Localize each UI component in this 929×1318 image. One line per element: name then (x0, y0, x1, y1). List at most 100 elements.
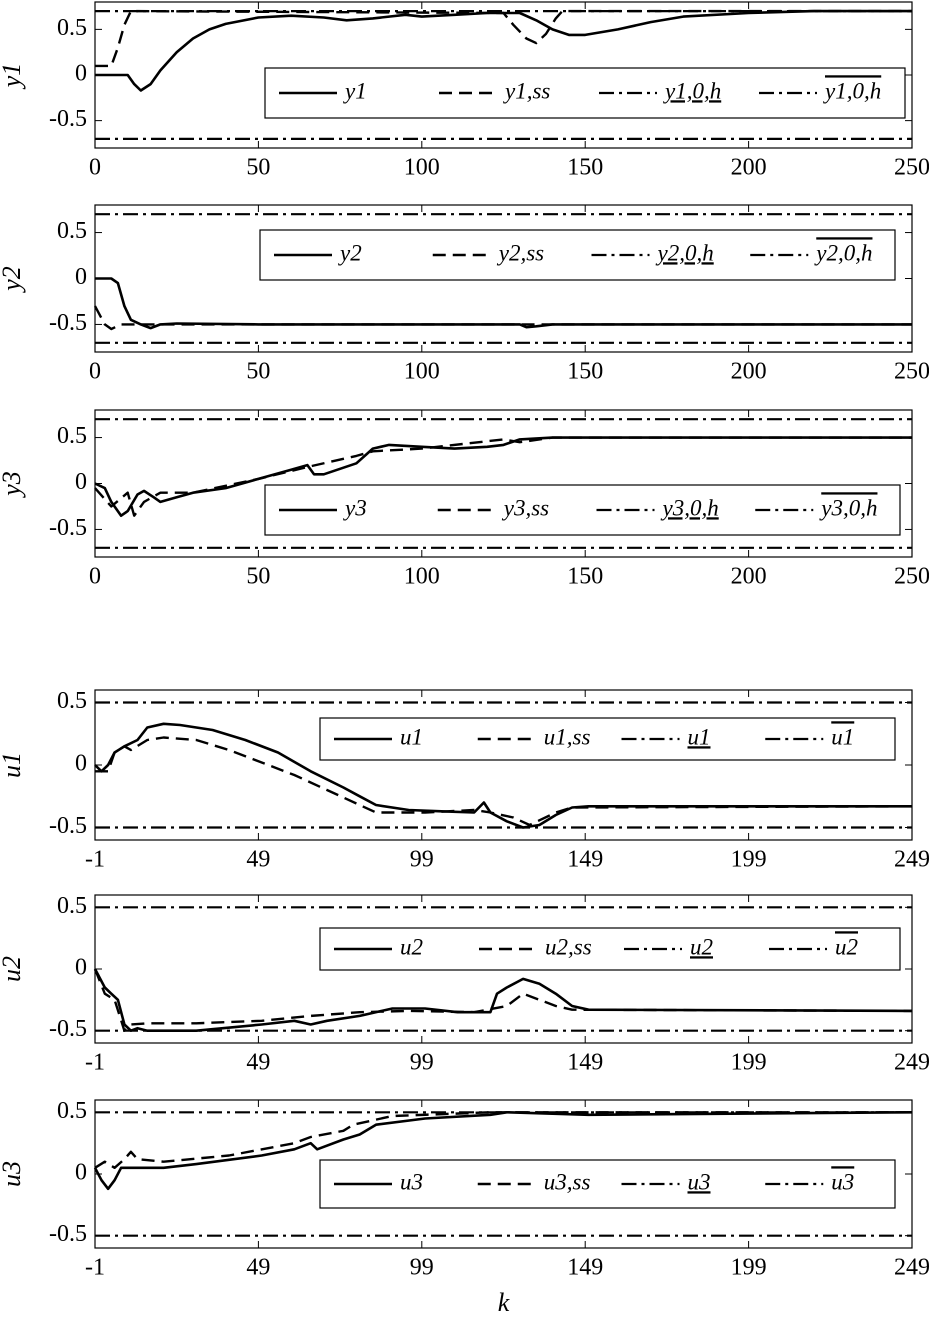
y-axis-label: u2 (0, 956, 26, 982)
legend-label: y3 (343, 495, 367, 520)
x-tick-label: 149 (567, 847, 603, 873)
plot-frame (94, 689, 913, 841)
x-tick-label: -1 (85, 1255, 105, 1281)
series-line (94, 1111, 912, 1169)
x-tick-label: 100 (404, 359, 440, 385)
legend-label: y2 (338, 240, 362, 265)
legend-label: y1,0,h (823, 78, 881, 103)
y-tick-label: -0.5 (49, 106, 87, 132)
legend-label: u1,ss (544, 724, 591, 749)
legend-label: u2 (690, 934, 713, 959)
y-tick-label: -0.5 (49, 813, 87, 839)
legend-label: y2,0,h (814, 240, 872, 265)
x-tick-label: 49 (246, 1050, 270, 1076)
x-tick-label: 250 (894, 564, 929, 590)
x-tick-label: 199 (731, 847, 767, 873)
legend-label: u3 (400, 1169, 423, 1194)
y-tick-label: 0.5 (57, 15, 87, 41)
x-tick-label: 150 (567, 564, 603, 590)
legend-label: y2,0,h (656, 240, 714, 265)
legend-label: u1 (831, 724, 854, 749)
legend-label: u2,ss (545, 934, 592, 959)
y-tick-label: 0 (75, 1160, 87, 1186)
y-tick-label: 0.5 (57, 893, 87, 919)
y-tick-label: 0 (75, 264, 87, 290)
x-tick-label: 50 (246, 359, 270, 385)
y-tick-label: -0.5 (49, 310, 87, 336)
legend-label: u3 (688, 1169, 711, 1194)
series-line (95, 736, 913, 827)
y-tick-label: 0 (75, 61, 87, 87)
x-tick-label: 200 (731, 359, 767, 385)
y-axis-label: y1 (0, 63, 26, 91)
x-tick-label: 199 (731, 1050, 767, 1076)
x-tick-label: 149 (567, 1050, 603, 1076)
y-tick-label: -0.5 (49, 515, 87, 541)
x-tick-label: 100 (404, 155, 440, 181)
x-tick-label: 50 (246, 155, 270, 181)
x-tick-label: 99 (410, 1050, 434, 1076)
legend-label: u1 (688, 724, 711, 749)
x-tick-label: 249 (894, 1050, 929, 1076)
x-tick-label: 149 (567, 1255, 603, 1281)
panel: -1 49 99 149 199 249 -0.5 0 0.5 u2 u2 u2,ss u2 u2 (0, 893, 929, 1076)
x-tick-label: 0 (89, 155, 101, 181)
series-line (94, 436, 912, 517)
y-tick-label: 0 (75, 955, 87, 981)
x-axis-label: k (498, 1288, 510, 1317)
x-tick-label: 249 (894, 847, 929, 873)
series-line (95, 277, 912, 330)
x-tick-label: -1 (85, 1050, 105, 1076)
x-tick-label: 100 (404, 564, 440, 590)
x-tick-label: 49 (246, 1255, 270, 1281)
legend-label: y3,0,h (819, 495, 877, 520)
y-axis-label: y2 (0, 266, 26, 294)
y-axis-label: u3 (0, 1161, 26, 1187)
x-tick-label: 250 (894, 155, 929, 181)
series-line (93, 968, 913, 1032)
x-tick-label: -1 (85, 847, 105, 873)
series-line (95, 9, 912, 68)
series-line (93, 305, 912, 331)
legend-label: y3,ss (502, 495, 549, 520)
legend-label: y1,ss (503, 78, 550, 103)
x-tick-label: 0 (89, 359, 101, 385)
y-tick-label: 0.5 (57, 688, 87, 714)
legend-label: u2 (835, 934, 858, 959)
y-tick-label: -0.5 (49, 1221, 87, 1247)
panel: -1 49 99 149 199 249 -0.5 0 0.5 u1 u1 u1,ss u1 u1 (0, 688, 929, 873)
y-tick-label: 0.5 (57, 218, 87, 244)
y-tick-label: 0 (75, 751, 87, 777)
series-line (95, 9, 912, 92)
x-tick-label: 249 (894, 1255, 929, 1281)
y-axis-label: u1 (0, 752, 26, 778)
legend-label: y2,ss (497, 240, 544, 265)
x-tick-label: 200 (731, 155, 767, 181)
y-tick-label: -0.5 (49, 1016, 87, 1042)
legend-label: u3 (831, 1169, 854, 1194)
y-tick-label: 0.5 (57, 1098, 87, 1124)
x-tick-label: 250 (894, 359, 929, 385)
x-tick-label: 199 (731, 1255, 767, 1281)
legend-label: u1 (400, 724, 423, 749)
y-axis-label: y3 (0, 471, 26, 499)
x-tick-label: 99 (410, 847, 434, 873)
series-line (94, 722, 912, 829)
x-tick-label: 150 (567, 155, 603, 181)
x-tick-label: 49 (246, 847, 270, 873)
x-tick-label: 0 (89, 564, 101, 590)
legend-label: y1 (343, 78, 367, 103)
legend-label: y3,0,h (661, 495, 719, 520)
x-tick-label: 99 (410, 1255, 434, 1281)
x-tick-label: 200 (731, 564, 767, 590)
panel: -1 49 99 149 199 249 -0.5 0 0.5 u3 k u3 u3,ss u3 u3 (0, 1098, 929, 1317)
series-line (93, 968, 913, 1032)
y-tick-label: 0 (75, 469, 87, 495)
legend-label: u2 (400, 934, 423, 959)
x-tick-label: 50 (246, 564, 270, 590)
series-line (94, 436, 912, 517)
